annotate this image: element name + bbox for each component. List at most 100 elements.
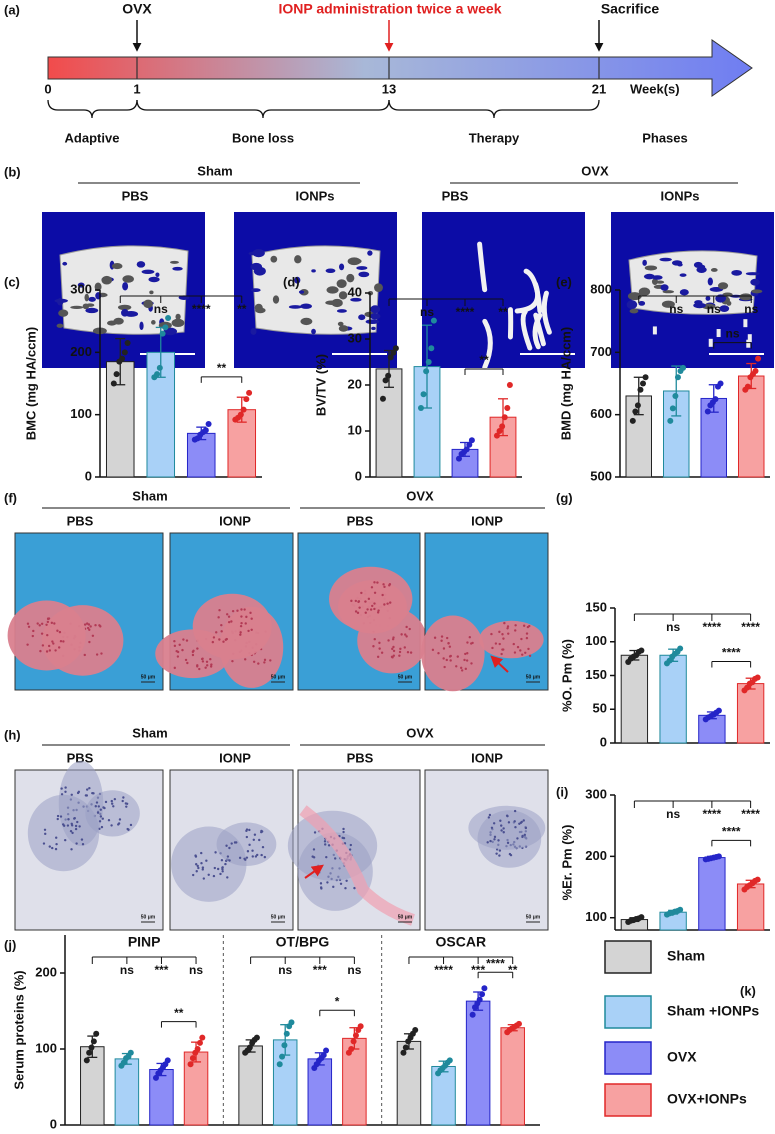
pore (739, 293, 753, 301)
cell (358, 606, 361, 609)
pore (367, 250, 373, 256)
cell (391, 647, 394, 651)
sig-label: ns (420, 305, 434, 319)
braces (47, 99, 600, 119)
cell (342, 827, 345, 831)
cell (200, 861, 203, 865)
cell (66, 824, 70, 827)
cell (455, 665, 458, 668)
pore (101, 275, 113, 285)
panel-label: (h) (4, 727, 21, 742)
data-point (637, 386, 644, 393)
treatment-label: PBS (442, 188, 469, 203)
cell (64, 786, 67, 789)
cell (50, 621, 54, 625)
sig-label: ns (707, 302, 721, 316)
pore (62, 261, 68, 266)
cell (228, 859, 231, 862)
pore (178, 295, 190, 300)
data-point (243, 396, 250, 403)
y-tick-label: 300 (70, 281, 92, 296)
cell (501, 648, 504, 651)
data-point (189, 1055, 196, 1062)
cell (214, 851, 217, 854)
bar (114, 1058, 140, 1126)
y-tick-label: 100 (35, 1040, 57, 1055)
cell (376, 581, 379, 584)
cell (212, 636, 216, 639)
data-point (276, 1061, 283, 1068)
bar (183, 1051, 209, 1126)
fragment (743, 319, 748, 328)
pore (655, 280, 665, 284)
data-point (463, 446, 470, 453)
cell (360, 591, 363, 595)
data-point (755, 355, 762, 362)
cell (324, 843, 327, 846)
y-tick-label: 700 (590, 344, 612, 359)
data-point (93, 1030, 100, 1037)
cell (520, 637, 523, 641)
cell (45, 650, 49, 653)
cell (194, 863, 198, 866)
scale-label: 50 μm (141, 914, 156, 920)
tissue (85, 790, 140, 837)
cell (200, 851, 203, 855)
pore (88, 296, 96, 302)
cell (263, 658, 267, 662)
cell (345, 879, 348, 882)
cell (96, 811, 100, 814)
cell (258, 838, 261, 842)
legend-label: Sham +IONPs (667, 1003, 759, 1019)
group-label: Sham (132, 488, 167, 503)
cell (364, 600, 367, 603)
data-point (412, 1027, 419, 1033)
cell (373, 602, 376, 605)
cell (353, 886, 356, 890)
tissue (468, 805, 546, 850)
treatment-label: IONP (471, 513, 503, 528)
bone (628, 250, 758, 315)
y-tick-label: 0 (50, 1116, 57, 1131)
sig-label: ns (669, 302, 683, 316)
cell (238, 856, 242, 860)
treatment-label: PBS (347, 513, 374, 528)
pore (288, 305, 302, 309)
data-point (83, 1057, 90, 1064)
scale-label: 50 μm (398, 674, 413, 680)
cell (261, 845, 265, 849)
pore (136, 261, 146, 268)
data-point (382, 377, 389, 384)
cell (184, 658, 188, 662)
cell (94, 624, 97, 627)
cell (528, 654, 532, 658)
cell (381, 593, 384, 597)
data-point (638, 914, 645, 921)
y-tick-label: 200 (35, 964, 57, 979)
group-label: Sham (132, 725, 167, 740)
cell (46, 633, 49, 637)
data-point (162, 324, 169, 331)
data-point (124, 339, 131, 346)
cell (390, 655, 394, 659)
pore (298, 290, 305, 294)
pore (705, 296, 711, 301)
ct-image (422, 212, 585, 368)
cell (383, 603, 386, 606)
cell (319, 886, 323, 889)
scale-label: 50 μm (271, 674, 286, 680)
strand (477, 241, 488, 293)
cell (240, 621, 243, 625)
y-tick-label: 100 (70, 406, 92, 421)
cell (373, 581, 376, 584)
y-tick-label: 200 (585, 848, 607, 863)
pore (350, 297, 362, 302)
pore (358, 314, 366, 321)
cell (518, 822, 521, 826)
cell (525, 632, 529, 635)
cell (513, 820, 516, 823)
cell (269, 659, 272, 662)
cell (48, 649, 52, 652)
arrow (490, 655, 509, 673)
